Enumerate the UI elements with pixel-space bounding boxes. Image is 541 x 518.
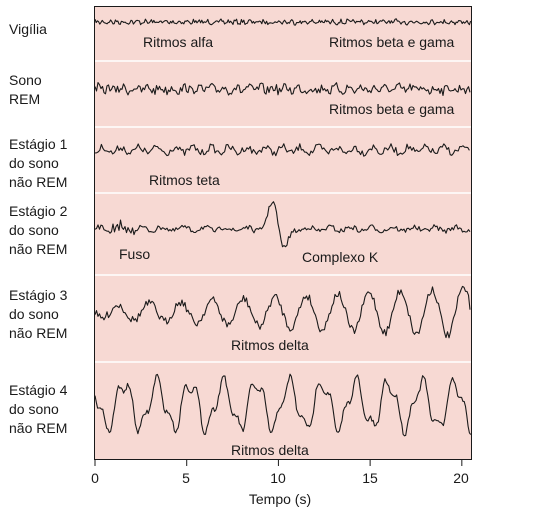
x-tick-label: 15 — [362, 470, 378, 486]
eeg-trace-wake — [94, 18, 472, 26]
annotation-delta-nrem4: Ritmos delta — [231, 442, 309, 458]
eeg-trace-nrem3 — [94, 285, 471, 339]
stage-label-line: Estágio 2 — [9, 203, 68, 219]
annotation-beta-gamma-wake: Ritmos beta e gama — [329, 34, 455, 50]
x-tick-label: 10 — [270, 470, 286, 486]
eeg-trace-rem — [94, 82, 471, 97]
stage-label-line: não REM — [9, 325, 68, 341]
x-axis-title: Tempo (s) — [248, 491, 312, 507]
x-tick-label: 0 — [91, 470, 99, 486]
stage-label-line: não REM — [9, 420, 68, 436]
stage-label-line: Estágio 3 — [9, 287, 68, 303]
eeg-trace-group — [94, 18, 472, 437]
band-separators — [95, 60, 471, 363]
annotation-alpha: Ritmos alfa — [143, 34, 214, 50]
stage-label-line: do sono — [9, 222, 59, 238]
stage-label-nrem2: Estágio 2 do sono não REM — [9, 202, 67, 259]
stage-label-line: do sono — [9, 401, 59, 417]
stage-label-line: REM — [9, 91, 41, 107]
annotation-theta: Ritmos teta — [149, 172, 220, 188]
x-tick-label: 5 — [182, 470, 190, 486]
stage-label-nrem4: Estágio 4 do sono não REM — [9, 381, 67, 438]
stage-label-nrem1: Estágio 1 do sono não REM — [9, 135, 67, 192]
stage-label-wake: Vigília — [9, 20, 47, 39]
stage-label-line: não REM — [9, 174, 68, 190]
eeg-trace-nrem2 — [94, 201, 471, 248]
stage-label-line: do sono — [9, 306, 59, 322]
annotation-delta-nrem3: Ritmos delta — [231, 337, 309, 353]
stage-label-nrem3: Estágio 3 do sono não REM — [9, 286, 67, 343]
annotation-k-complex: Complexo K — [302, 249, 379, 265]
stage-label-line: Estágio 4 — [9, 382, 68, 398]
stage-label-rem: Sono REM — [9, 71, 42, 109]
eeg-trace-nrem1 — [94, 143, 470, 157]
stage-label-line: Estágio 1 — [9, 136, 68, 152]
x-tick-label: 20 — [453, 470, 469, 486]
annotation-beta-gamma-rem: Ritmos beta e gama — [329, 101, 455, 117]
eeg-trace-nrem4 — [94, 373, 472, 437]
stage-label-line: Sono — [9, 72, 42, 88]
annotation-spindle: Fuso — [119, 246, 151, 262]
stage-label-line: não REM — [9, 241, 68, 257]
stage-label-line: Vigília — [9, 21, 47, 37]
x-axis-ticks — [94, 460, 463, 466]
stage-label-line: do sono — [9, 155, 59, 171]
eeg-plot-panel — [94, 6, 472, 460]
